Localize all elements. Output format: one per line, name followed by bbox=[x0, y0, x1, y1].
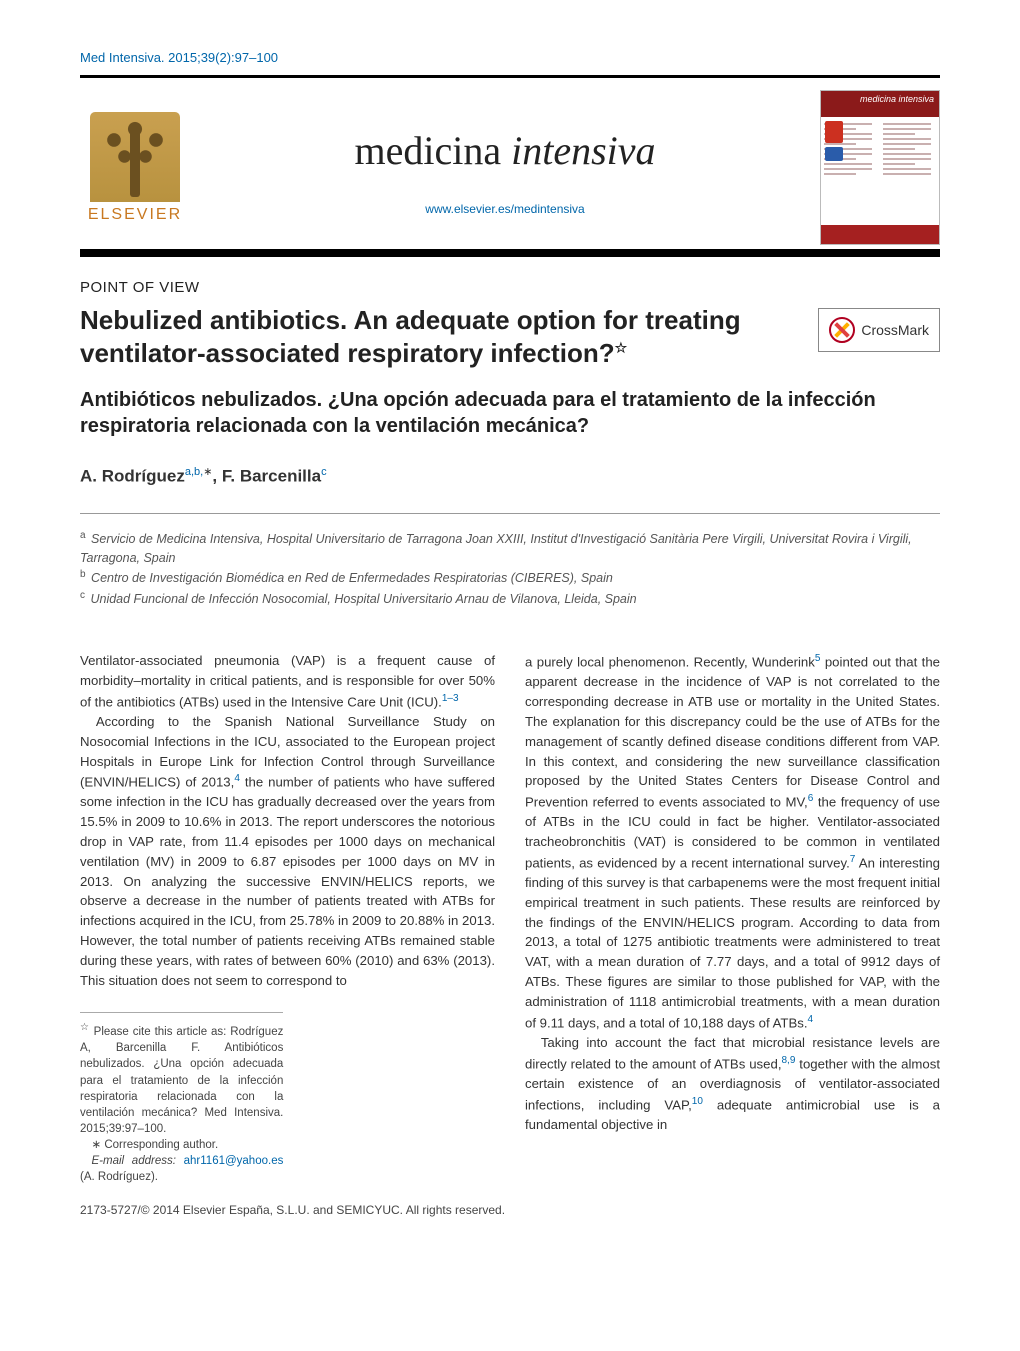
journal-title-block: medicina intensiva www.elsevier.es/medin… bbox=[190, 119, 820, 216]
affil-c-sup: c bbox=[80, 590, 85, 601]
ref-1-3[interactable]: 1–3 bbox=[442, 693, 459, 704]
article-title-en: Nebulized antibiotics. An adequate optio… bbox=[80, 304, 780, 369]
citation-line: Med Intensiva. 2015;39(2):97–100 bbox=[80, 50, 940, 65]
journal-url-link[interactable]: www.elsevier.es/medintensiva bbox=[190, 202, 820, 216]
affiliations-block: a Servicio de Medicina Intensiva, Hospit… bbox=[80, 513, 940, 609]
crossmark-label: CrossMark bbox=[861, 322, 929, 338]
affiliation-c: c Unidad Funcional de Infección Nosocomi… bbox=[80, 588, 940, 609]
cover-badge-icon bbox=[825, 121, 843, 143]
title-footnote-star: ☆ bbox=[615, 339, 628, 355]
crossmark-icon bbox=[829, 317, 855, 343]
crossmark-button[interactable]: CrossMark bbox=[818, 308, 940, 352]
copyright-line: 2173-5727/© 2014 Elsevier España, S.L.U.… bbox=[80, 1203, 940, 1217]
column-left: Ventilator-associated pneumonia (VAP) is… bbox=[80, 651, 495, 1185]
col2-p1b: pointed out that the apparent decrease i… bbox=[525, 655, 940, 810]
article-title-es: Antibióticos nebulizados. ¿Una opción ad… bbox=[80, 387, 940, 439]
col1-p1: Ventilator-associated pneumonia (VAP) is… bbox=[80, 651, 495, 712]
affil-b-text: Centro de Investigación Biomédica en Red… bbox=[88, 571, 613, 585]
affil-a-sup: a bbox=[80, 530, 86, 541]
journal-title-plain: medicina bbox=[354, 128, 511, 173]
title-row: Nebulized antibiotics. An adequate optio… bbox=[80, 304, 940, 369]
footnote-corresponding: ∗ Corresponding author. bbox=[80, 1137, 283, 1153]
author-1-name: A. Rodríguez bbox=[80, 467, 185, 486]
footnote-email: E-mail address: ahr1161@yahoo.es (A. Rod… bbox=[80, 1153, 283, 1185]
cover-badge2-icon bbox=[825, 147, 843, 161]
footnote-email-label: E-mail address: bbox=[92, 1155, 184, 1167]
affiliation-a: a Servicio de Medicina Intensiva, Hospit… bbox=[80, 528, 940, 568]
footnote-cite: ☆ Please cite this article as: Rodríguez… bbox=[80, 1021, 283, 1136]
publisher-name: ELSEVIER bbox=[88, 206, 182, 224]
author-2-name: F. Barcenilla bbox=[222, 467, 321, 486]
column-right: a purely local phenomenon. Recently, Wun… bbox=[525, 651, 940, 1185]
affil-b-sup: b bbox=[80, 569, 86, 580]
col1-p2: According to the Spanish National Survei… bbox=[80, 712, 495, 991]
footnote-corr-mark: ∗ bbox=[92, 1139, 102, 1151]
affil-a-text: Servicio de Medicina Intensiva, Hospital… bbox=[80, 532, 912, 565]
ref-8-9[interactable]: 8,9 bbox=[781, 1055, 795, 1066]
journal-title: medicina intensiva bbox=[190, 127, 820, 174]
elsevier-tree-icon bbox=[90, 112, 180, 202]
col2-p1: a purely local phenomenon. Recently, Wun… bbox=[525, 651, 940, 1033]
authors-line: A. Rodrígueza,b,∗, F. Barcenillac bbox=[80, 465, 940, 487]
journal-cover-thumbnail: medicina intensiva bbox=[820, 90, 940, 245]
author-1-affil-sup: a,b, bbox=[185, 466, 203, 478]
section-label: POINT OF VIEW bbox=[80, 279, 940, 296]
ref-4b[interactable]: 4 bbox=[808, 1014, 814, 1025]
journal-header: ELSEVIER medicina intensiva www.elsevier… bbox=[80, 75, 940, 257]
affil-c-text: Unidad Funcional de Infección Nosocomial… bbox=[87, 592, 637, 606]
col2-p2: Taking into account the fact that microb… bbox=[525, 1033, 940, 1135]
ref-10[interactable]: 10 bbox=[692, 1096, 703, 1107]
col2-p1d: An interesting finding of this survey is… bbox=[525, 855, 940, 1030]
footnote-cite-star: ☆ bbox=[80, 1022, 90, 1033]
col1-p2b-text: the number of patients who have suffered… bbox=[80, 775, 495, 988]
author-2-affil-sup: c bbox=[321, 466, 327, 478]
cover-thumb-title: medicina intensiva bbox=[821, 91, 939, 117]
corresponding-email-link[interactable]: ahr1161@yahoo.es bbox=[184, 1155, 284, 1167]
footnote-email-who: (A. Rodríguez). bbox=[80, 1171, 158, 1183]
col1-p1-text: Ventilator-associated pneumonia (VAP) is… bbox=[80, 653, 495, 709]
cover-thumb-footer bbox=[821, 225, 939, 245]
affiliation-b: b Centro de Investigación Biomédica en R… bbox=[80, 567, 940, 588]
footnotes-block: ☆ Please cite this article as: Rodríguez… bbox=[80, 1012, 283, 1185]
footnote-cite-text: Please cite this article as: Rodríguez A… bbox=[80, 1026, 283, 1135]
journal-title-italic: intensiva bbox=[511, 128, 655, 173]
footnote-corr-text: Corresponding author. bbox=[101, 1139, 218, 1151]
publisher-logo: ELSEVIER bbox=[80, 112, 190, 224]
body-columns: Ventilator-associated pneumonia (VAP) is… bbox=[80, 651, 940, 1185]
title-en-text: Nebulized antibiotics. An adequate optio… bbox=[80, 305, 741, 368]
author-sep: , bbox=[212, 467, 221, 486]
col2-p1a: a purely local phenomenon. Recently, Wun… bbox=[525, 655, 815, 670]
